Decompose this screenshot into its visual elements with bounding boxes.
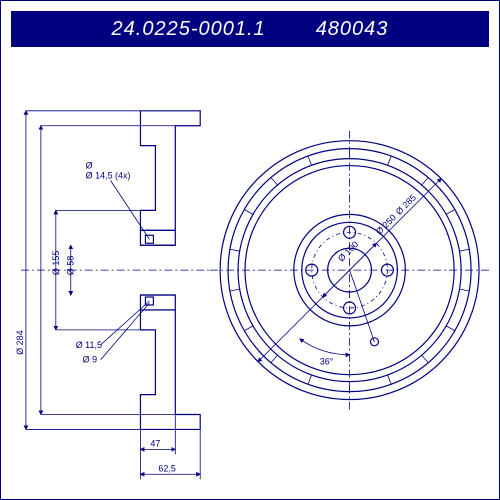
title-bar: 24.0225-0001.1 480043 xyxy=(11,11,489,47)
dim-11: Ø 11,5 xyxy=(76,340,102,350)
dim-hole: Ø 14,5 (4x) xyxy=(86,171,131,181)
part-number: 24.0225-0001.1 xyxy=(112,18,266,41)
depth-dims: 47 62,5 xyxy=(140,415,200,480)
technical-drawing: Ø 284 Ø 155 Ø 58 Ø 14,5 (4x) Ø xyxy=(11,61,489,489)
dim-angle: 36° xyxy=(320,357,334,367)
dim-9: Ø 9 xyxy=(83,355,97,365)
front-view: Ø 285 Ø 250 Ø 100 36° xyxy=(210,131,489,410)
dim-62: 62,5 xyxy=(158,463,175,473)
dim-58: Ø 58 xyxy=(66,256,76,275)
ref-number: 480043 xyxy=(316,18,389,41)
drawing-container: 24.0225-0001.1 480043 xyxy=(0,0,500,500)
dim-155: Ø 155 xyxy=(51,251,61,275)
dim-outer: Ø 284 xyxy=(15,330,25,354)
dim-250: Ø 250 xyxy=(374,212,398,236)
dim-47: 47 xyxy=(150,438,160,448)
dim-100: Ø 100 xyxy=(336,239,360,263)
dim-285: Ø 285 xyxy=(394,192,418,216)
dim-hole-sym: Ø xyxy=(86,161,93,171)
hole-dims: Ø 14,5 (4x) Ø Ø 11,5 Ø 9 xyxy=(76,161,150,365)
section-view: Ø 284 Ø 155 Ø 58 Ø 14,5 (4x) Ø xyxy=(15,111,210,479)
